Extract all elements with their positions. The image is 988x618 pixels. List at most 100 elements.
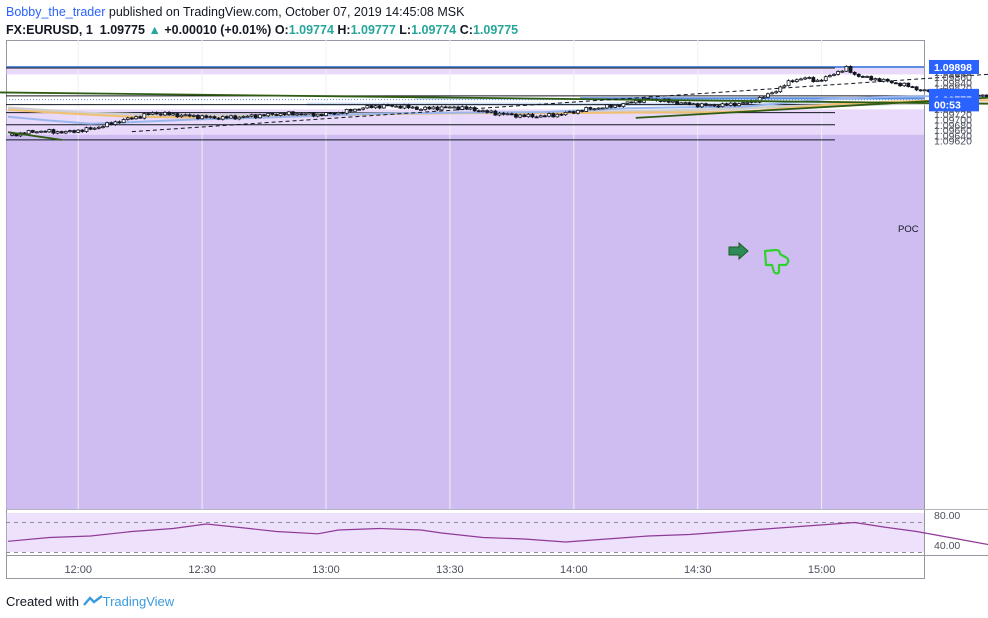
candle	[204, 114, 209, 119]
candle	[621, 102, 626, 108]
candle-body	[51, 129, 56, 134]
time-tick-label: 13:00	[312, 564, 340, 576]
candle	[423, 105, 428, 111]
candle-body	[68, 130, 72, 132]
candle-body	[687, 102, 692, 105]
candle-body	[889, 80, 894, 84]
candle-body	[509, 113, 514, 116]
rsi-line	[7, 521, 988, 546]
candle	[894, 81, 898, 85]
candle-body	[299, 113, 304, 116]
candle-body	[617, 104, 622, 107]
candle-body	[113, 121, 118, 125]
candle	[398, 105, 403, 109]
candle-body	[613, 104, 618, 108]
candle-body	[894, 82, 898, 85]
candle	[171, 112, 176, 117]
candle-body	[295, 113, 300, 116]
candle-body	[258, 114, 262, 119]
candle	[563, 111, 568, 116]
symbol-legend: FX:EURUSD, 1 1.09775 ▲ +0.00010 (+0.01%)…	[6, 23, 518, 37]
price-tick-label: 1.09680	[934, 120, 972, 132]
candle	[766, 92, 770, 99]
candle-body	[270, 113, 275, 115]
candle-body	[819, 79, 824, 82]
candle	[394, 105, 399, 108]
tradingview-brand[interactable]: TradingView	[102, 594, 175, 609]
lower-zone	[6, 134, 924, 509]
candle-body	[518, 114, 523, 118]
candle	[596, 107, 601, 110]
candle	[481, 109, 485, 113]
candle	[526, 113, 531, 118]
candle	[191, 114, 196, 118]
candle-body	[167, 111, 171, 116]
rsi-tick-label: 40.00	[934, 540, 960, 552]
candle-body	[861, 76, 865, 78]
candle	[889, 80, 894, 84]
candle-body	[852, 72, 857, 75]
poc-label: POC	[898, 224, 919, 235]
candle	[390, 104, 394, 108]
candle	[299, 113, 304, 116]
created-with-text: Created with	[6, 594, 79, 609]
candle	[522, 113, 527, 118]
candle	[865, 75, 869, 78]
candle	[291, 111, 295, 116]
candle-body	[229, 115, 233, 119]
candle	[274, 113, 279, 117]
candle-body	[485, 110, 489, 113]
author-link[interactable]: Bobby_the_trader	[6, 5, 106, 19]
candle-body	[291, 111, 295, 116]
candle-body	[72, 130, 76, 133]
candle	[832, 73, 836, 77]
candle-body	[481, 110, 485, 113]
candle-body	[10, 133, 15, 136]
candle	[530, 113, 535, 119]
candle-body	[332, 112, 337, 115]
candle-body	[559, 113, 564, 116]
candle-body	[80, 129, 85, 132]
candle-body	[410, 106, 415, 109]
candle	[588, 106, 593, 111]
candle-body	[794, 79, 799, 83]
candle	[464, 105, 469, 111]
price-tick-label: 1.09720	[934, 109, 972, 121]
candle-body	[592, 108, 597, 111]
candle-body	[448, 106, 452, 109]
candle	[885, 78, 890, 83]
candle	[315, 113, 320, 118]
candle	[592, 107, 597, 111]
candle	[35, 131, 39, 134]
candle	[914, 86, 919, 92]
candle-body	[204, 115, 209, 118]
candle-body	[175, 113, 180, 118]
candle-body	[105, 122, 110, 128]
candle-body	[873, 78, 878, 81]
candle-body	[877, 78, 882, 82]
value-zone-lower	[307, 102, 879, 106]
candle	[629, 101, 634, 104]
candle-body	[212, 116, 217, 119]
candle-body	[778, 86, 783, 93]
candle-body	[278, 113, 283, 116]
candle-body	[26, 130, 31, 135]
candle	[88, 126, 93, 131]
candle	[332, 112, 337, 116]
candle-body	[286, 111, 291, 116]
candle-body	[377, 105, 382, 109]
symbol-name[interactable]: FX:EURUSD, 1	[6, 23, 93, 37]
candle	[427, 105, 432, 110]
candle	[600, 107, 605, 110]
high-value: 1.09777	[350, 23, 396, 37]
candle-body	[609, 104, 613, 108]
candle	[918, 89, 923, 92]
candle	[514, 113, 518, 119]
candle-body	[633, 100, 638, 104]
candle-body	[200, 115, 205, 120]
candle	[728, 101, 733, 107]
candle	[699, 102, 704, 109]
candle-body	[117, 121, 122, 124]
candle	[852, 71, 857, 76]
